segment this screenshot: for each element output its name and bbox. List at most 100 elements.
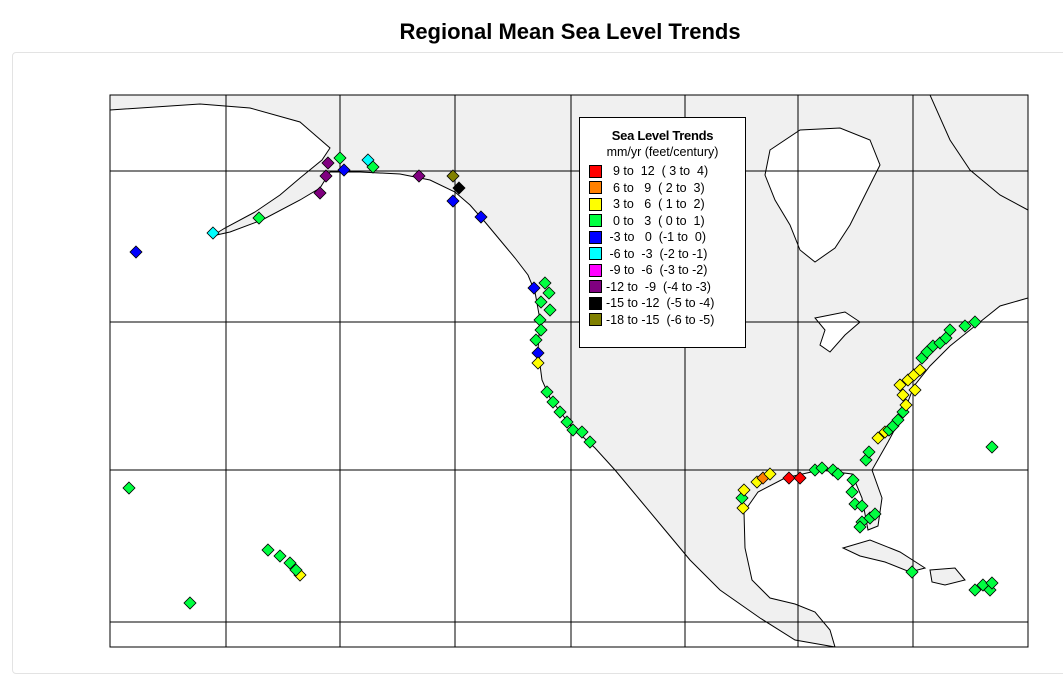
station-marker[interactable] [321,156,335,170]
station-marker[interactable] [366,160,380,174]
station-marker[interactable] [538,276,552,290]
station-marker[interactable] [943,323,957,337]
station-marker[interactable] [531,356,545,370]
station-marker[interactable] [958,319,972,333]
station-marker[interactable] [793,471,807,485]
legend-label: 3 to 6 ( 1 to 2) [606,197,705,212]
legend-item: -18 to -15 (-6 to -5) [580,312,745,329]
station-marker[interactable] [452,181,466,195]
station-marker[interactable] [283,556,297,570]
station-marker[interactable] [543,303,557,317]
station-marker[interactable] [853,520,867,534]
station-marker[interactable] [313,186,327,200]
legend: Sea Level Trends mm/yr (feet/century) 9 … [579,117,746,348]
station-marker[interactable] [583,435,597,449]
station-marker[interactable] [534,323,548,337]
station-marker[interactable] [782,471,796,485]
station-marker[interactable] [899,398,913,412]
station-marker[interactable] [542,286,556,300]
station-marker[interactable] [913,363,927,377]
legend-swatch [589,296,602,310]
station-marker[interactable] [534,295,548,309]
station-marker[interactable] [183,596,197,610]
greenland [929,95,1028,211]
legend-label: 9 to 12 ( 3 to 4) [606,164,709,179]
station-marker[interactable] [846,473,860,487]
station-marker[interactable] [289,563,303,577]
station-markers[interactable] [122,151,999,610]
legend-swatch [589,313,602,327]
station-marker[interactable] [553,405,567,419]
station-marker[interactable] [908,383,922,397]
legend-item: -6 to -3 (-2 to -1) [580,246,745,263]
station-marker[interactable] [122,481,136,495]
legend-label: -18 to -15 (-6 to -5) [606,312,715,327]
cuba [841,539,927,573]
station-marker[interactable] [891,413,905,427]
station-marker[interactable] [985,576,999,590]
legend-swatch [589,263,602,277]
legend-label: 6 to 9 ( 2 to 3) [606,180,705,195]
legend-item: 9 to 12 ( 3 to 4) [580,163,745,180]
legend-units: mm/yr (feet/century) [606,145,719,159]
station-marker[interactable] [737,483,751,497]
station-marker[interactable] [736,501,750,515]
station-marker[interactable] [206,226,220,240]
basemap [110,95,1028,647]
station-marker[interactable] [896,388,910,402]
legend-item: 6 to 9 ( 2 to 3) [580,180,745,197]
legend-item: -9 to -6 (-3 to -2) [580,262,745,279]
station-marker[interactable] [527,281,541,295]
legend-swatch [589,197,602,211]
station-marker[interactable] [871,431,885,445]
station-marker[interactable] [337,163,351,177]
station-marker[interactable] [831,467,845,481]
station-marker[interactable] [474,210,488,224]
station-marker[interactable] [868,507,882,521]
legend-label: -12 to -9 (-4 to -3) [606,279,711,294]
station-marker[interactable] [540,385,554,399]
station-marker[interactable] [529,333,543,347]
legend-swatch [589,230,602,244]
station-marker[interactable] [575,425,589,439]
station-marker[interactable] [815,461,829,475]
station-marker[interactable] [845,485,859,499]
station-marker[interactable] [129,245,143,259]
station-marker[interactable] [763,467,777,481]
station-marker[interactable] [893,378,907,392]
legend-label: -9 to -6 (-3 to -2) [606,263,708,278]
station-marker[interactable] [252,211,266,225]
station-marker[interactable] [319,169,333,183]
station-marker[interactable] [261,543,275,557]
map-frame [109,94,1029,648]
legend-swatch [589,164,602,178]
station-marker[interactable] [446,194,460,208]
legend-label: -3 to 0 (-1 to 0) [606,230,707,245]
station-marker[interactable] [905,565,919,579]
legend-item: -15 to -12 (-5 to -4) [580,295,745,312]
station-marker[interactable] [273,549,287,563]
legend-item: -12 to -9 (-4 to -3) [580,279,745,296]
station-marker[interactable] [985,440,999,454]
station-marker[interactable] [560,415,574,429]
station-marker[interactable] [546,395,560,409]
station-marker[interactable] [333,151,347,165]
legend-label: -6 to -3 (-2 to -1) [606,246,708,261]
station-marker[interactable] [412,169,426,183]
station-marker[interactable] [566,423,580,437]
station-marker[interactable] [446,169,460,183]
station-marker[interactable] [862,445,876,459]
legend-swatch [589,181,602,195]
hudson-bay [764,127,881,263]
legend-swatch [589,214,602,228]
legend-item: 3 to 6 ( 1 to 2) [580,196,745,213]
legend-label: -15 to -12 (-5 to -4) [606,296,715,311]
legend-swatch [589,280,602,294]
station-marker[interactable] [968,315,982,329]
hispaniola [929,567,966,586]
station-marker[interactable] [855,499,869,513]
station-marker[interactable] [968,583,982,597]
legend-swatch [589,247,602,261]
legend-item: -3 to 0 (-1 to 0) [580,229,745,246]
